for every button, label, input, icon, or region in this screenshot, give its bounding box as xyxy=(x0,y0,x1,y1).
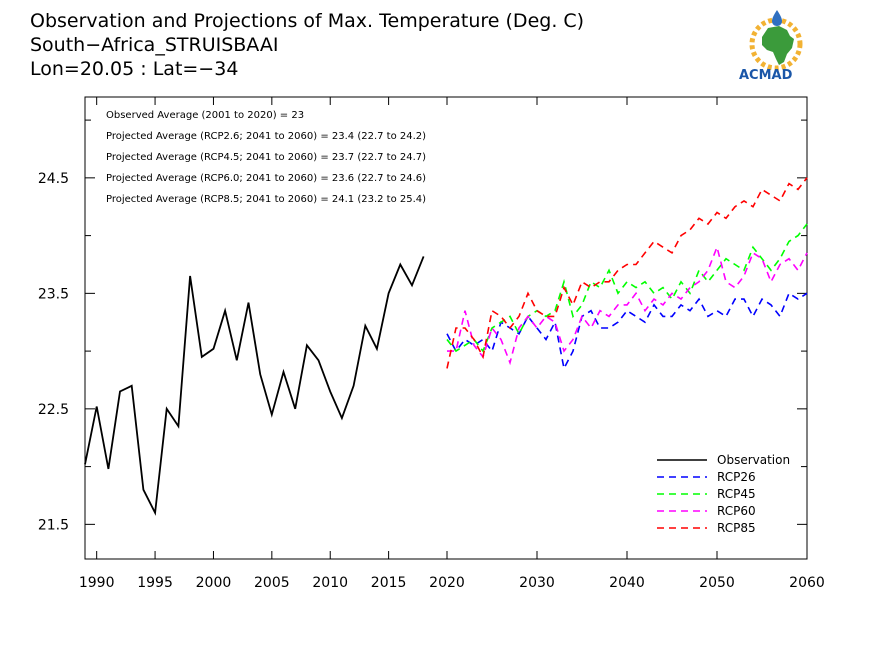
legend-label-rcp26: RCP26 xyxy=(717,470,756,484)
acmad-africa-logo: ACMAD xyxy=(739,10,803,83)
stat-rcp45-average: Projected Average (RCP4.5; 2041 to 2060)… xyxy=(106,152,426,163)
stat-rcp85-average: Projected Average (RCP8.5; 2041 to 2060)… xyxy=(106,194,426,205)
x-tick-label: 2015 xyxy=(371,575,407,591)
series-rcp85 xyxy=(446,177,808,369)
axis-ticks: 1990 1995 2000 2005 2010 2015 2020 2030 2040 2050… xyxy=(38,97,825,591)
legend-label-rcp85: RCP85 xyxy=(717,521,756,535)
stat-rcp60-average: Projected Average (RCP6.0; 2041 to 2060)… xyxy=(106,173,426,184)
legend-label-rcp60: RCP60 xyxy=(717,504,756,518)
x-tick-label: 1990 xyxy=(79,575,115,591)
x-tick-label: 1995 xyxy=(137,575,173,591)
x-tick-label: 2040 xyxy=(609,575,645,591)
y-tick-label: 23.5 xyxy=(38,286,69,302)
x-tick-label: 2010 xyxy=(312,575,348,591)
legend-label-observation: Observation xyxy=(717,453,790,467)
legend: Observation RCP26 RCP45 RCP60 RCP85 xyxy=(657,453,790,535)
x-tick-label: 2050 xyxy=(699,575,735,591)
chart-subtitle-coordinates: Lon=20.05 : Lat=−34 xyxy=(30,58,238,80)
legend-label-rcp45: RCP45 xyxy=(717,487,756,501)
plot-frame xyxy=(84,96,808,560)
y-tick-label: 21.5 xyxy=(38,517,69,533)
series-rcp60 xyxy=(447,244,808,366)
series-rcp45 xyxy=(446,223,808,353)
x-tick-label: 2030 xyxy=(519,575,555,591)
x-tick-label: 2020 xyxy=(429,575,465,591)
chart-title: Observation and Projections of Max. Temp… xyxy=(30,10,584,32)
series-observation xyxy=(84,256,425,516)
stat-observed-average: Observed Average (2001 to 2020) = 23 xyxy=(106,110,304,121)
x-tick-label: 2005 xyxy=(254,575,290,591)
chart-subtitle-location: South−Africa_STRUISBAAI xyxy=(30,34,278,56)
x-tick-label: 2000 xyxy=(196,575,232,591)
y-tick-label: 22.5 xyxy=(38,402,69,418)
stats-block: Observed Average (2001 to 2020) = 23 Pro… xyxy=(106,110,426,205)
x-tick-label: 2060 xyxy=(789,575,825,591)
logo-text: ACMAD xyxy=(739,68,793,83)
y-tick-label: 24.5 xyxy=(38,171,69,187)
stat-rcp26-average: Projected Average (RCP2.6; 2041 to 2060)… xyxy=(106,131,426,142)
series-lines xyxy=(84,177,808,516)
